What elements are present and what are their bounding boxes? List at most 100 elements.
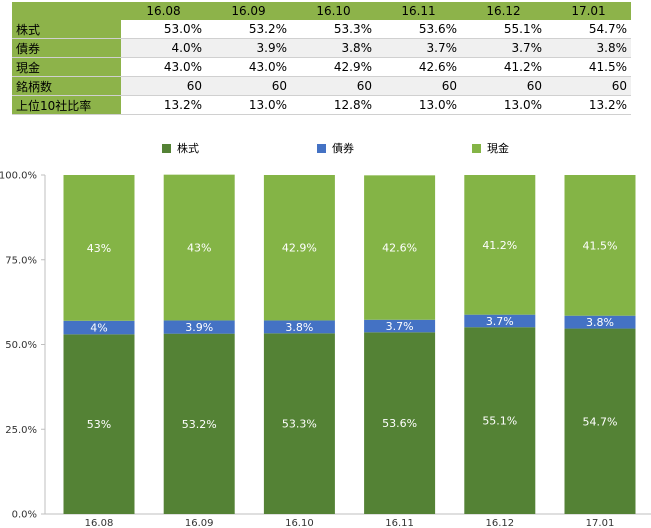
y-tick-label: 50.0%: [5, 340, 37, 351]
bar-segment: [564, 315, 636, 329]
table-cell: 53.6%: [376, 20, 461, 39]
x-tick-label: 17.01: [586, 518, 615, 528]
data-label: 53.3%: [282, 418, 317, 431]
table-cell: 60: [121, 76, 206, 96]
bar-segment: [163, 333, 235, 514]
table-cell: 3.9%: [206, 38, 291, 58]
table-row-label: 銘柄数: [12, 76, 121, 96]
bar-segment: [364, 175, 436, 320]
bar-segment: [263, 320, 335, 334]
table-column-header: 16.09: [206, 2, 291, 20]
table-column-header: 17.01: [546, 2, 631, 20]
x-tick-label: 16.10: [285, 518, 314, 528]
legend-label-cash: 現金: [487, 142, 509, 155]
bar-segment: [63, 175, 135, 321]
table-cell: 53.3%: [291, 20, 376, 39]
table-column-header: 16.11: [376, 2, 461, 20]
bar-segment: [564, 328, 636, 514]
x-tick-label: 16.09: [185, 518, 214, 528]
table-cell: 53.2%: [206, 20, 291, 39]
data-label: 3.8%: [285, 321, 313, 334]
table-cell: 13.2%: [546, 95, 631, 115]
table-cell: 42.9%: [291, 57, 376, 77]
table-cell: 3.7%: [461, 38, 546, 58]
y-tick-label: 0.0%: [12, 510, 37, 521]
table-cell: 43.0%: [121, 57, 206, 77]
table-cell: 13.2%: [121, 95, 206, 115]
data-label: 53.2%: [182, 418, 217, 431]
data-label: 4%: [90, 322, 107, 335]
bar-segment: [63, 334, 135, 514]
table-cell: 12.8%: [291, 95, 376, 115]
table-cell: 60: [461, 76, 546, 96]
table-cell: 42.6%: [376, 57, 461, 77]
y-tick-label: 25.0%: [5, 425, 37, 436]
allocation-table: 16.08 16.09 16.10 16.11 16.12 17.01 株式 53.0% 53.…: [12, 2, 631, 115]
y-tick-label: 100.0%: [0, 171, 37, 182]
table-column-header: 16.10: [291, 2, 376, 20]
data-label: 3.8%: [586, 316, 614, 329]
bar-segment: [464, 175, 536, 315]
table-row: 株式 53.0% 53.2% 53.3% 53.6% 55.1% 54.7%: [12, 20, 631, 39]
x-tick-label: 16.11: [385, 518, 414, 528]
data-label: 41.2%: [482, 239, 517, 252]
table-column-header: 16.08: [121, 2, 206, 20]
table-row-label: 株式: [12, 20, 121, 39]
bar-segment: [163, 174, 235, 321]
table-row: 銘柄数 60 60 60 60 60 60: [12, 76, 631, 96]
table-row: 現金 43.0% 43.0% 42.9% 42.6% 41.2% 41.5%: [12, 57, 631, 77]
table-row-label: 現金: [12, 57, 121, 77]
table-cell: 60: [291, 76, 376, 96]
table-cell: 41.5%: [546, 57, 631, 77]
legend-item-stock: 株式: [162, 140, 199, 156]
data-label: 43%: [87, 242, 111, 255]
legend-label-bond: 債券: [332, 142, 354, 155]
data-label: 42.9%: [282, 242, 317, 255]
data-label: 55.1%: [482, 415, 517, 428]
data-label: 3.9%: [185, 321, 213, 334]
x-tick-label: 16.12: [485, 518, 514, 528]
table-cell: 60: [206, 76, 291, 96]
table-cell: 13.0%: [461, 95, 546, 115]
data-label: 3.7%: [386, 320, 414, 333]
bar-segment: [564, 175, 636, 316]
table-cell: 4.0%: [121, 38, 206, 58]
table-cell: 43.0%: [206, 57, 291, 77]
table-cell: 3.7%: [376, 38, 461, 58]
bar-segment: [364, 319, 436, 333]
legend-swatch-stock: [162, 143, 171, 153]
legend-label-stock: 株式: [177, 142, 199, 155]
table-cell: 13.0%: [206, 95, 291, 115]
table-row: 債券 4.0% 3.9% 3.8% 3.7% 3.7% 3.8%: [12, 38, 631, 58]
table-cell: 13.0%: [376, 95, 461, 115]
data-label: 54.7%: [583, 415, 618, 428]
data-label: 43%: [187, 242, 211, 255]
y-tick-label: 75.0%: [5, 255, 37, 266]
table-column-header: 16.12: [461, 2, 546, 20]
data-label: 41.5%: [583, 239, 618, 252]
table-cell: 54.7%: [546, 20, 631, 39]
x-tick-label: 16.08: [85, 518, 114, 528]
bar-segment: [263, 333, 335, 514]
legend-item-bond: 債券: [317, 140, 354, 156]
data-label: 42.6%: [382, 242, 417, 255]
table-corner-cell: [12, 2, 121, 20]
legend-item-cash: 現金: [472, 140, 509, 156]
data-label: 3.7%: [486, 315, 514, 328]
table-cell: 55.1%: [461, 20, 546, 39]
bar-segment: [163, 320, 235, 334]
bar-segment: [464, 327, 536, 514]
bar-segment: [464, 314, 536, 328]
table-cell: 60: [546, 76, 631, 96]
table-row: 上位10社比率 13.2% 13.0% 12.8% 13.0% 13.0% 13.2%: [12, 95, 631, 115]
table-row-label: 債券: [12, 38, 121, 58]
data-label: 53%: [87, 418, 111, 431]
legend-swatch-bond: [317, 143, 326, 153]
table-cell: 60: [376, 76, 461, 96]
legend-swatch-cash: [472, 143, 481, 153]
data-label: 53.6%: [382, 417, 417, 430]
table-row-label: 上位10社比率: [12, 95, 121, 115]
table-cell: 41.2%: [461, 57, 546, 77]
stacked-bar-chart: 0.0% 25.0% 50.0% 75.0% 100.0% 53% 4% 43% 16.08 53…: [0, 171, 651, 528]
